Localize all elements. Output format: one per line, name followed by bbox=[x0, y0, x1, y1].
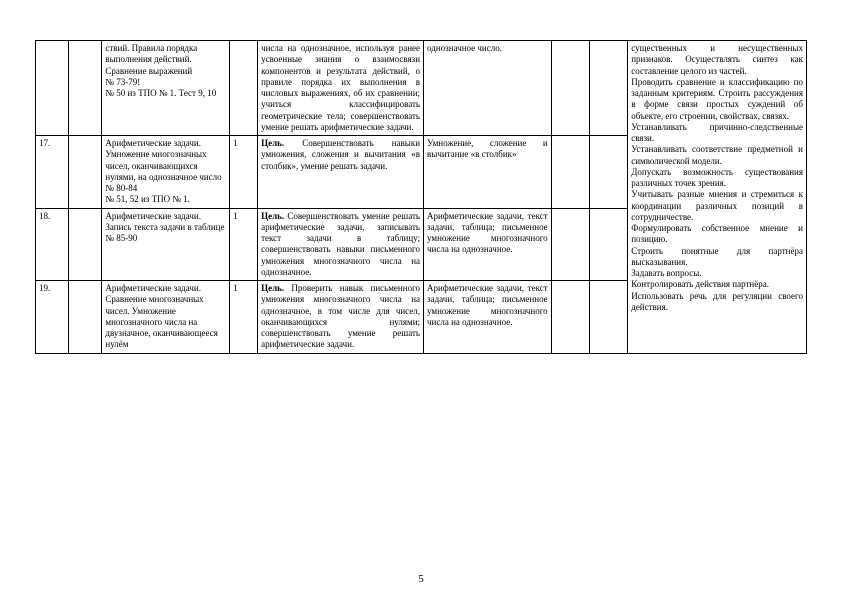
table-cell: Цель. Проверить навык письменного умноже… bbox=[258, 281, 424, 354]
table-cell: Цель. Совершенствовать умение решать ари… bbox=[258, 208, 424, 281]
table-cell: Цель. Совершенствовать навыки умножения,… bbox=[258, 136, 424, 209]
table-cell: ствий. Правила порядка выполнения действ… bbox=[102, 41, 230, 136]
table-cell bbox=[551, 281, 589, 354]
table-cell: 18. bbox=[36, 208, 69, 281]
table-cell: 17. bbox=[36, 136, 69, 209]
table-cell: Арифметические задачи. Сравнение многозн… bbox=[102, 281, 230, 354]
table-cell bbox=[69, 136, 102, 209]
table-cell: Арифметические задачи. Умножение многозн… bbox=[102, 136, 230, 209]
table-cell bbox=[589, 41, 627, 136]
table-cell: 1 bbox=[230, 136, 258, 209]
table-cell bbox=[36, 41, 69, 136]
table-cell: 19. bbox=[36, 281, 69, 354]
table-cell bbox=[551, 208, 589, 281]
table-cell bbox=[69, 208, 102, 281]
table-cell bbox=[589, 281, 627, 354]
table-cell bbox=[230, 41, 258, 136]
table-cell: Арифметические задачи. Запись текста зад… bbox=[102, 208, 230, 281]
table-cell bbox=[551, 41, 589, 136]
page-number: 5 bbox=[0, 573, 842, 585]
table-cell: 1 bbox=[230, 281, 258, 354]
table-cell: существенных и несущественных признаков.… bbox=[628, 41, 807, 354]
table-cell bbox=[69, 41, 102, 136]
table-cell: 1 bbox=[230, 208, 258, 281]
table-cell: Умножение, сложение и вычитание «в столб… bbox=[424, 136, 552, 209]
table-cell bbox=[589, 136, 627, 209]
table-cell: однозначное число. bbox=[424, 41, 552, 136]
table-cell: числа на однозначное, используя ранее ус… bbox=[258, 41, 424, 136]
table-row: ствий. Правила порядка выполнения действ… bbox=[36, 41, 807, 136]
table-cell: Арифметические задачи, текст задачи, таб… bbox=[424, 281, 552, 354]
table-cell bbox=[551, 136, 589, 209]
table-cell bbox=[589, 208, 627, 281]
table-cell: Арифметические задачи, текст задачи, таб… bbox=[424, 208, 552, 281]
curriculum-table: ствий. Правила порядка выполнения действ… bbox=[35, 40, 807, 354]
table-cell bbox=[69, 281, 102, 354]
